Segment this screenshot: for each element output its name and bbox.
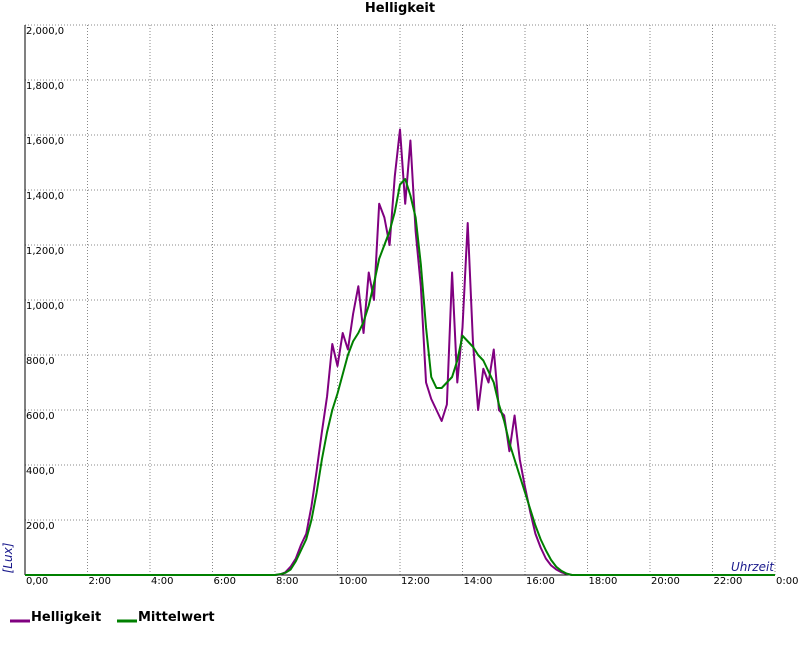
- x-tick-label: 8:00: [276, 576, 298, 587]
- x-tick-label: 0:00: [776, 576, 798, 587]
- x-tick-label: 4:00: [151, 576, 173, 587]
- y-tick-label: 2,000,0: [26, 26, 64, 37]
- y-tick-label: 800,0: [26, 356, 55, 367]
- y-tick-label: 600,0: [26, 411, 55, 422]
- y-axis-label: [Lux]: [1, 542, 15, 573]
- x-tick-label: 0,00: [26, 576, 48, 587]
- y-tick-label: 200,0: [26, 521, 55, 532]
- y-tick-label: 1,600,0: [26, 136, 64, 147]
- x-tick-label: 2:00: [89, 576, 111, 587]
- y-tick-label: 1,000,0: [26, 301, 64, 312]
- x-tick-label: 18:00: [589, 576, 618, 587]
- x-tick-label: 10:00: [339, 576, 368, 587]
- x-tick-label: 22:00: [714, 576, 743, 587]
- y-tick-label: 1,200,0: [26, 246, 64, 257]
- x-axis-label: Uhrzeit: [731, 560, 775, 574]
- x-tick-label: 16:00: [526, 576, 555, 587]
- y-tick-label: 1,400,0: [26, 191, 64, 202]
- y-tick-label: 400,0: [26, 466, 55, 477]
- x-tick-label: 6:00: [214, 576, 236, 587]
- data-line: [25, 178, 775, 576]
- x-tick-label: 20:00: [651, 576, 680, 587]
- x-tick-label: 12:00: [401, 576, 430, 587]
- legend-label: Helligkeit: [31, 610, 101, 625]
- x-tick-label: 14:00: [464, 576, 493, 587]
- y-tick-label: 1,800,0: [26, 81, 64, 92]
- chart-title: Helligkeit: [365, 1, 435, 16]
- legend-label: Mittelwert: [138, 610, 215, 625]
